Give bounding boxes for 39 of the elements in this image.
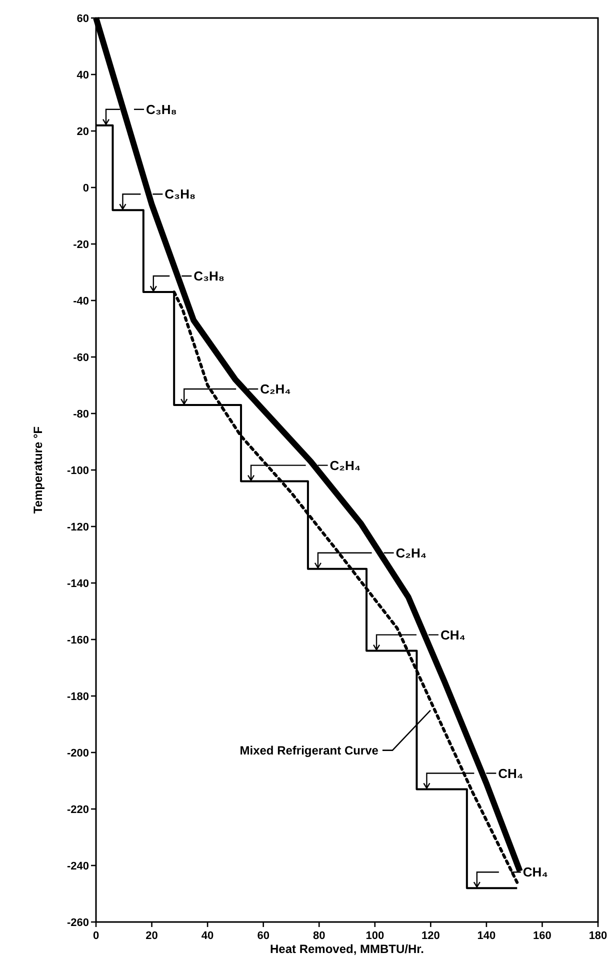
annotation: CH₄ xyxy=(522,864,548,880)
y-tick-label: -100 xyxy=(66,464,89,477)
y-tick-label: -200 xyxy=(66,747,89,760)
text: Mixed Refrigerant Curve xyxy=(240,743,379,758)
x-axis-title: Heat Removed, MMBTU/Hr. xyxy=(270,942,424,956)
y-axis-title: Temperature °F xyxy=(31,426,45,514)
y-tick-label: -220 xyxy=(66,804,89,816)
y-tick-label: 20 xyxy=(76,126,89,138)
y-tick-label: -260 xyxy=(66,916,89,929)
y-tick-label: -180 xyxy=(66,690,89,703)
y-tick-label: -240 xyxy=(66,860,89,872)
x-tick-label: 60 xyxy=(257,930,270,942)
y-tick-label: 0 xyxy=(82,182,89,194)
y-tick-label: -160 xyxy=(66,634,89,646)
y-tick-label: -20 xyxy=(73,238,89,251)
annotation: CH₄ xyxy=(440,627,466,642)
x-tick-label: 40 xyxy=(201,930,214,942)
x-tick-label: 180 xyxy=(588,930,608,942)
annotation: C₃H₈ xyxy=(194,268,225,284)
x-tick-label: 100 xyxy=(366,930,384,942)
x-tick-label: 80 xyxy=(312,930,326,942)
annotation: C₂H₄ xyxy=(260,382,291,397)
x-tick-label: 0 xyxy=(92,930,100,942)
x-tick-label: 160 xyxy=(533,930,552,942)
annotation: CH₄ xyxy=(498,766,524,781)
x-tick-label: 120 xyxy=(421,930,440,942)
y-tick-label: -120 xyxy=(66,521,89,534)
y-tick-label: -140 xyxy=(66,578,89,590)
y-tick-label: 40 xyxy=(76,69,89,82)
x-tick-label: 20 xyxy=(146,930,158,942)
y-tick-label: -40 xyxy=(73,295,89,308)
y-tick-label: -80 xyxy=(73,408,89,420)
annotation: C₂H₄ xyxy=(396,545,427,560)
annotation: C₃H₈ xyxy=(146,102,177,117)
x-tick-label: 140 xyxy=(477,930,496,942)
y-tick-label: 60 xyxy=(76,12,89,25)
annotation: C₂H₄ xyxy=(330,458,361,473)
y-tick-label: -60 xyxy=(73,352,89,364)
annotation: C₃H₈ xyxy=(164,186,196,202)
